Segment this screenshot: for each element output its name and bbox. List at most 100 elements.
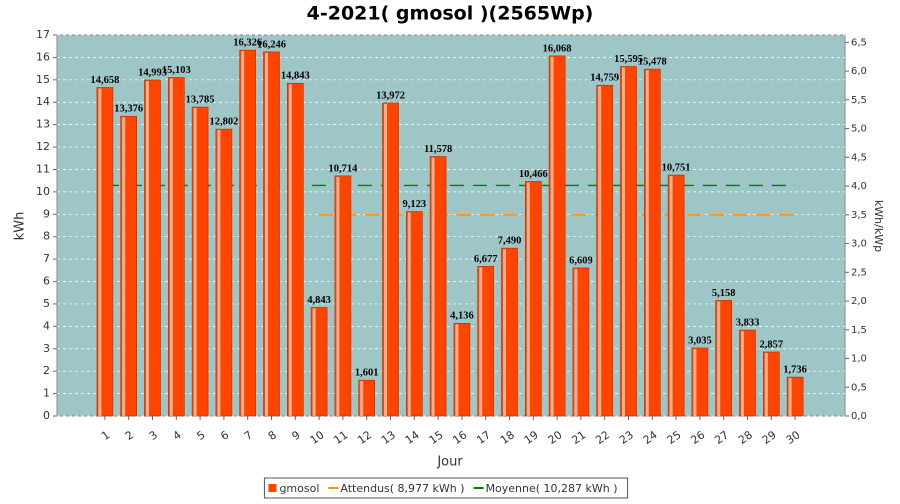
bar [786, 376, 804, 417]
value-label: 16,068 [543, 43, 572, 54]
x-tick-label: 16 [450, 428, 469, 447]
y-tick-label: 0 [43, 409, 50, 422]
y-tick-label: 4 [43, 319, 50, 332]
x-tick-label: 17 [474, 428, 493, 447]
x-tick-label: 8 [266, 428, 279, 443]
bar [691, 347, 709, 417]
bar-highlight [169, 78, 173, 417]
x-tick-label: 5 [194, 428, 207, 443]
legend: gmosol Attendus( 8,977 kWh ) Moyenne( 10,2… [263, 477, 629, 499]
legend-label: Attendus( 8,977 kWh ) [340, 482, 464, 495]
y2-tick-label: 1,5 [851, 325, 867, 336]
bar-highlight [764, 352, 768, 416]
bar-highlight [479, 267, 483, 416]
legend-item: Moyenne( 10,287 kWh ) [473, 482, 618, 495]
value-label: 15,103 [162, 65, 191, 76]
y-tick-label: 12 [36, 140, 50, 153]
bar [501, 247, 518, 417]
x-tick-label: 3 [147, 428, 160, 443]
y-tick-label: 10 [36, 185, 50, 198]
bar [263, 51, 280, 417]
y-tick-label: 8 [43, 230, 50, 243]
value-label: 13,972 [376, 90, 405, 101]
bar-highlight [407, 212, 411, 416]
x-tick-label: 10 [308, 428, 327, 447]
y-tick-label: 9 [43, 207, 50, 220]
bar-highlight [574, 268, 578, 416]
bar [96, 87, 114, 417]
x-tick-label: 25 [665, 428, 684, 447]
x-tick-label: 20 [546, 428, 565, 447]
value-label: 10,714 [328, 163, 358, 174]
bar-highlight [669, 176, 673, 416]
bar [168, 77, 185, 417]
bar [643, 68, 661, 417]
x-tick-label: 30 [784, 428, 803, 447]
bar [524, 181, 542, 417]
bar-highlight [788, 378, 792, 416]
bar-highlight [312, 308, 316, 416]
bar [572, 267, 590, 417]
value-label: 3,833 [736, 318, 760, 329]
value-label: 10,466 [519, 169, 548, 180]
x-tick-label: 12 [355, 428, 374, 447]
bar-highlight [241, 51, 245, 416]
legend-label: gmosol [279, 482, 319, 495]
bar-highlight [288, 84, 292, 417]
bar [620, 66, 637, 417]
bar [477, 266, 495, 417]
y-tick-label: 2 [43, 364, 50, 377]
bar-highlight [217, 130, 221, 416]
value-label: 7,490 [498, 236, 522, 247]
bar [286, 83, 304, 417]
bar-highlight [122, 117, 126, 416]
bar-highlight [455, 324, 459, 416]
bar-highlight [431, 157, 435, 416]
bar [453, 323, 471, 417]
y2-tick-label: 1,0 [851, 354, 867, 365]
value-label: 14,759 [590, 73, 619, 84]
y-tick-label: 17 [36, 28, 50, 41]
y-tick-label: 16 [36, 50, 50, 63]
x-tick-label: 26 [688, 428, 707, 447]
x-axis-label: Jour [436, 455, 463, 470]
legend-label: Moyenne( 10,287 kWh ) [486, 482, 618, 495]
bar [358, 379, 376, 417]
bar [144, 79, 161, 417]
value-label: 1,736 [783, 364, 807, 375]
bar [667, 174, 685, 417]
y2-tick-label: 0,0 [851, 411, 867, 422]
y2-tick-label: 3,0 [851, 239, 867, 250]
x-tick-label: 13 [379, 428, 398, 447]
y2-tick-label: 5,0 [851, 124, 867, 135]
value-label: 9,123 [402, 199, 426, 210]
bar-highlight [146, 80, 149, 417]
x-tick-label: 15 [427, 428, 446, 447]
y2-tick-label: 6,5 [851, 37, 867, 48]
bar-highlight [622, 67, 625, 417]
x-tick-label: 6 [218, 428, 231, 443]
bar-highlight [98, 88, 102, 417]
value-label: 11,578 [424, 144, 452, 155]
legend-item: Attendus( 8,977 kWh ) [328, 482, 465, 495]
y-tick-label: 5 [43, 297, 50, 310]
bar [334, 175, 352, 417]
y2-tick-label: 5,5 [851, 95, 867, 106]
x-tick-label: 29 [760, 428, 779, 447]
y-tick-label: 15 [36, 73, 50, 86]
y2-tick-label: 0,5 [851, 382, 867, 393]
x-tick-label: 22 [593, 428, 612, 447]
bar-highlight [526, 182, 530, 416]
x-tick-label: 11 [331, 428, 350, 447]
value-label: 4,136 [450, 311, 474, 322]
y-tick-label: 1 [43, 387, 50, 400]
bar [191, 106, 209, 417]
x-tick-label: 28 [736, 428, 755, 447]
bar-highlight [360, 381, 364, 416]
x-tick-label: 4 [171, 428, 184, 443]
bar-highlight [336, 176, 340, 416]
bar [382, 102, 399, 417]
y2-tick-label: 2,5 [851, 267, 867, 278]
bar [739, 329, 756, 417]
